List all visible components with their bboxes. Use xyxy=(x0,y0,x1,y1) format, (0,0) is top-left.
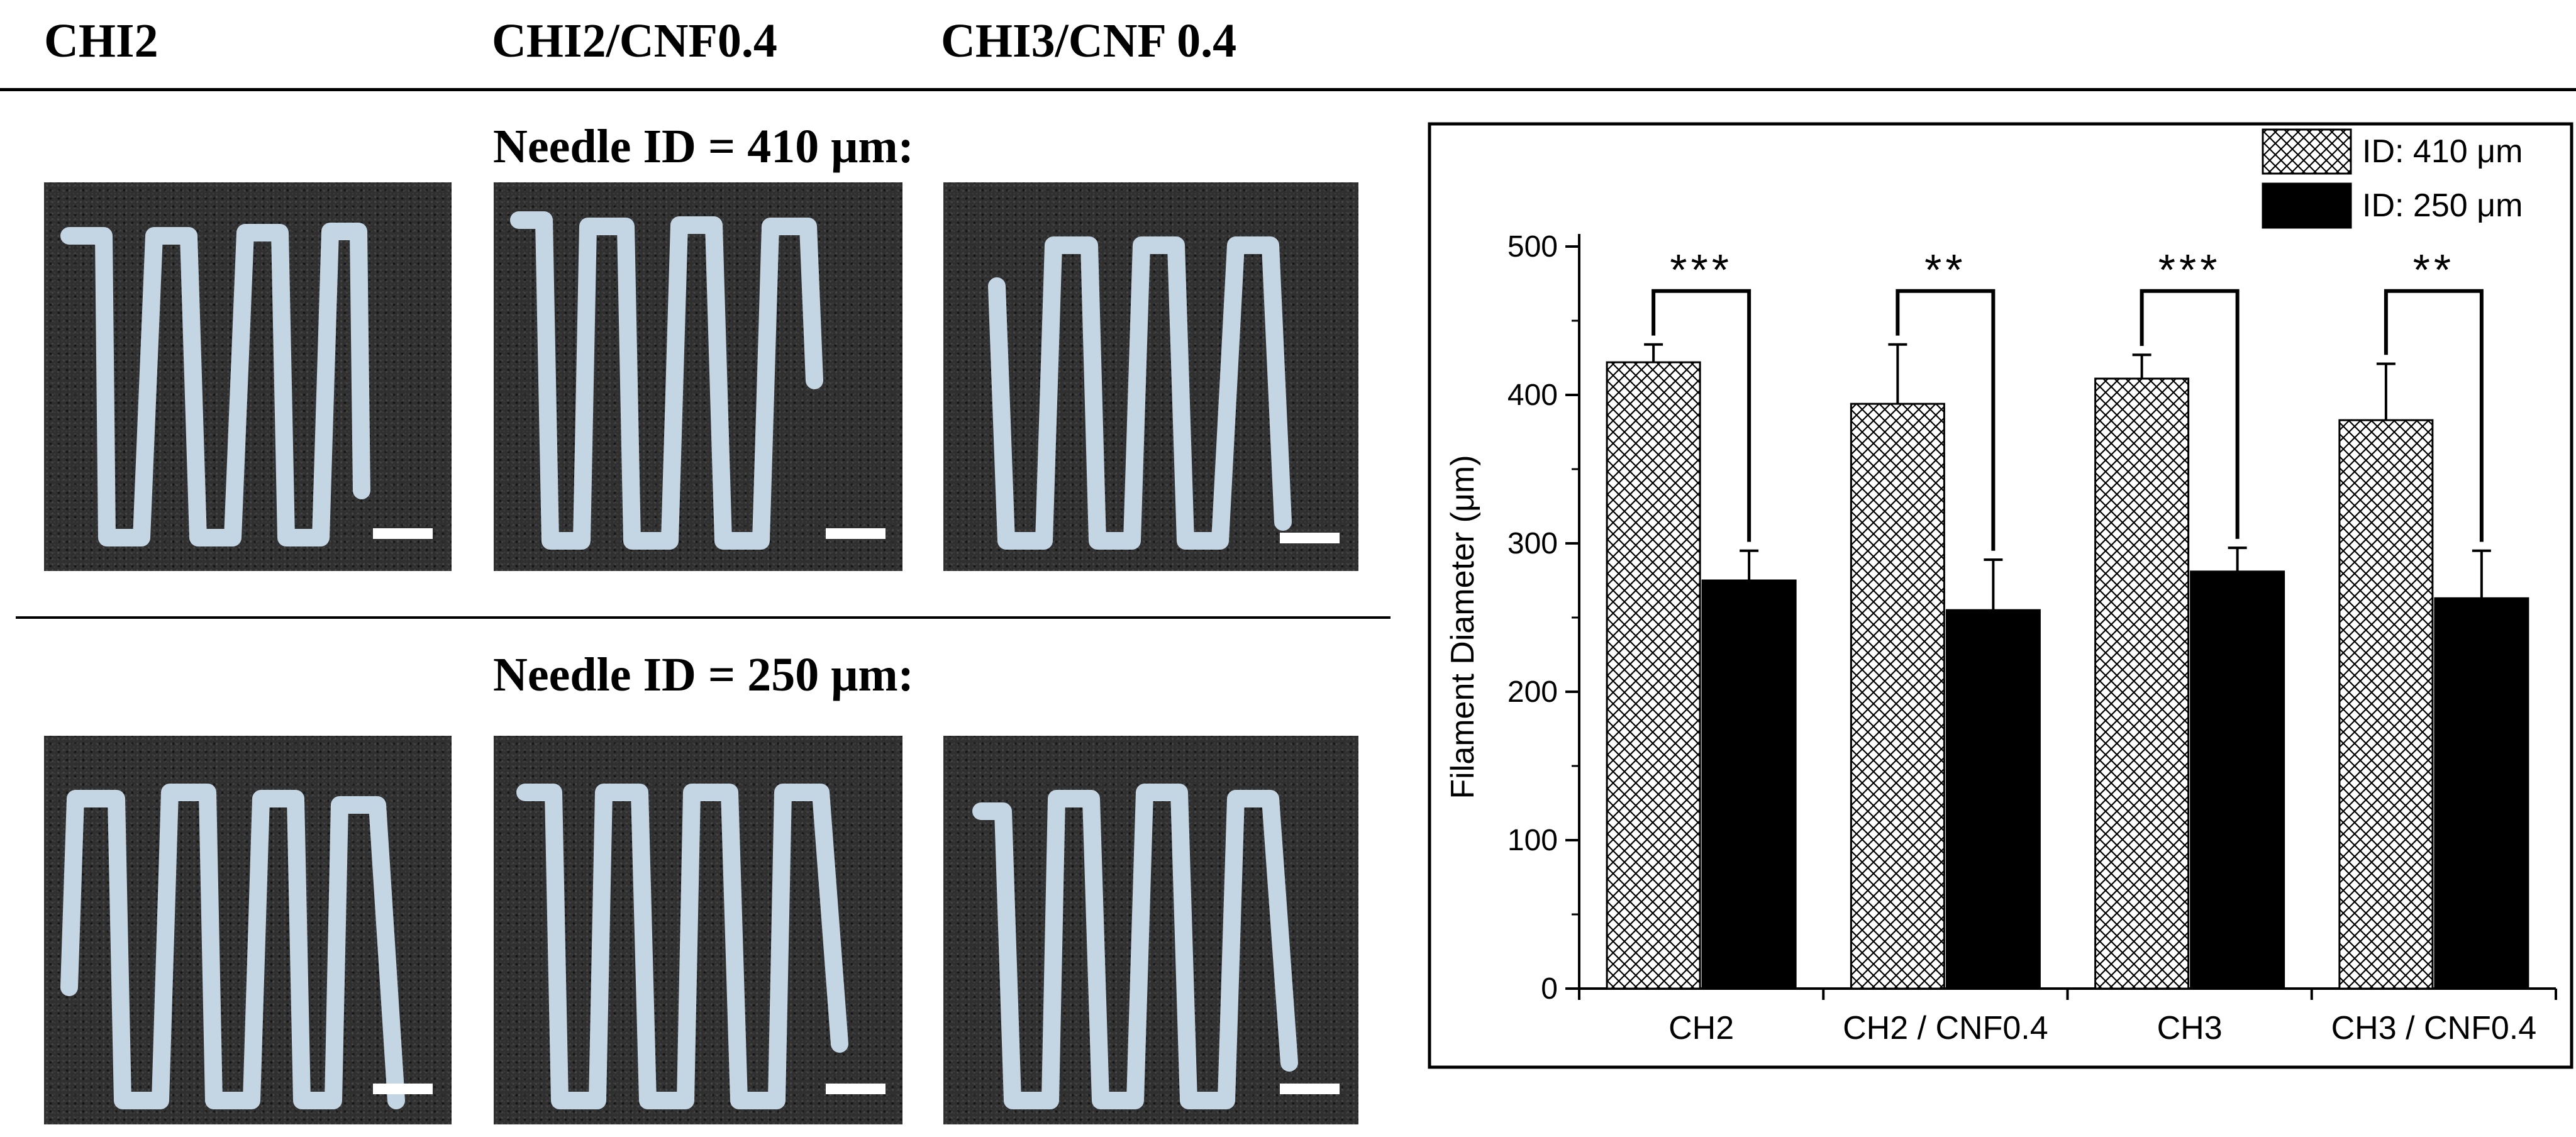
sample-photo xyxy=(494,182,902,571)
filament-strand xyxy=(510,211,823,550)
scale-bar xyxy=(373,1084,433,1094)
significance-label: *** xyxy=(2158,245,2221,294)
significance-bracket xyxy=(2384,289,2484,542)
y-tick-label: 300 xyxy=(1507,527,1558,560)
filament-diameter-chart: 0 100 200 300 400 500 Filament Diameter (μm) **… xyxy=(1428,122,2573,1069)
section-title-410: Needle ID = 410 μm: xyxy=(493,120,914,173)
filament-strand xyxy=(60,223,370,546)
x-tick-label: CH3 xyxy=(2157,1010,2223,1046)
legend-label-410: ID: 410 μm xyxy=(2362,133,2523,170)
section-title-250: Needle ID = 250 μm: xyxy=(493,648,914,701)
filament-strand xyxy=(516,784,848,1109)
significance-bracket xyxy=(2140,289,2240,539)
sample-photo xyxy=(494,736,902,1124)
scale-bar xyxy=(1280,1084,1340,1094)
significance-label: ** xyxy=(2413,245,2455,294)
bar-410 xyxy=(1850,402,1945,990)
y-tick-label: 100 xyxy=(1507,824,1558,857)
legend-swatch-410 xyxy=(2262,128,2352,175)
sample-photo xyxy=(943,736,1358,1124)
y-tick-label: 0 xyxy=(1541,972,1558,1006)
x-tick-label: CH2 xyxy=(1668,1010,1734,1046)
filament-strand xyxy=(60,784,405,1109)
bar-250 xyxy=(2434,597,2529,990)
x-tick-label: CH3 / CNF0.4 xyxy=(2331,1010,2537,1046)
row-divider xyxy=(16,616,1391,619)
bar-410 xyxy=(2338,419,2434,990)
bar-410 xyxy=(2094,377,2190,990)
header-rule xyxy=(0,88,2576,91)
scale-bar xyxy=(373,528,433,539)
y-tick-label: 400 xyxy=(1507,379,1558,412)
bar-250 xyxy=(1945,609,2041,990)
y-tick-label: 500 xyxy=(1507,230,1558,263)
legend-label-250: ID: 250 μm xyxy=(2362,187,2523,224)
filament-strand xyxy=(988,236,1292,550)
scale-bar xyxy=(826,1084,886,1094)
significance-bracket xyxy=(1896,289,1996,551)
x-tick-label: CH2 / CNF0.4 xyxy=(1843,1010,2048,1046)
sample-photo xyxy=(44,736,452,1124)
scale-bar xyxy=(826,528,886,539)
sample-photo xyxy=(44,182,452,571)
sample-photo xyxy=(943,182,1358,571)
column-header-chi3-cnf: CHI3/CNF 0.4 xyxy=(941,14,1237,67)
bar-410 xyxy=(1606,361,1701,990)
y-tick-label: 200 xyxy=(1507,675,1558,709)
significance-label: ** xyxy=(1924,245,1966,294)
significance-bracket xyxy=(1652,289,1752,542)
filament-strand xyxy=(972,784,1298,1109)
column-header-chi2: CHI2 xyxy=(44,14,158,67)
scale-bar xyxy=(1280,533,1340,543)
significance-label: *** xyxy=(1670,245,1733,294)
bar-250 xyxy=(1701,579,1797,990)
y-axis-label: Filament Diameter (μm) xyxy=(1445,455,1481,799)
bar-250 xyxy=(2190,570,2285,990)
column-header-chi2-cnf: CHI2/CNF0.4 xyxy=(492,14,777,67)
legend-swatch-250 xyxy=(2262,182,2352,229)
